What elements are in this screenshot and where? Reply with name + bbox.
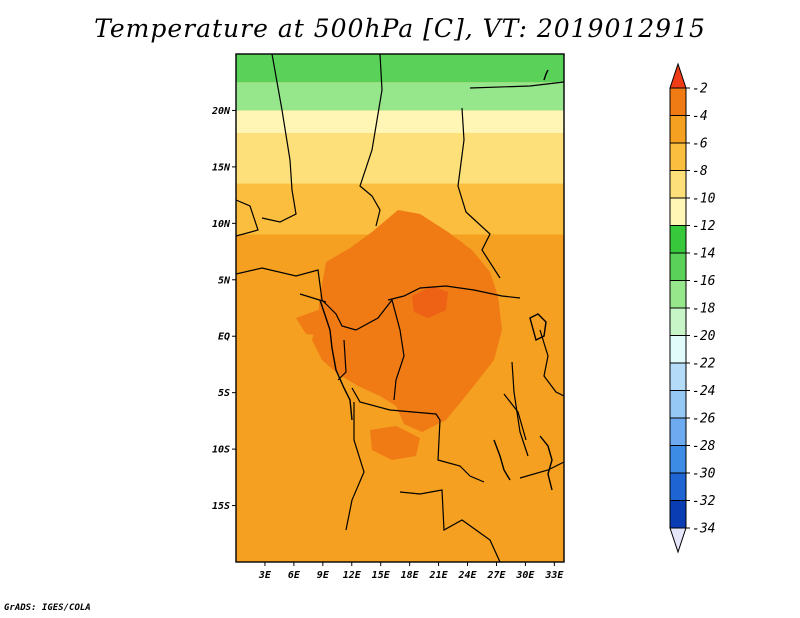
colorbar-swatch <box>669 390 687 419</box>
colorbar-label: -10 <box>692 192 716 207</box>
colorbar-swatch <box>669 170 687 199</box>
colorbar-label: -14 <box>692 247 715 262</box>
band-2 <box>236 110 564 134</box>
colorbar-label: -16 <box>692 274 716 289</box>
colorbar-label: -26 <box>692 412 716 427</box>
lon-tick-label: 18E <box>401 570 420 581</box>
lon-tick-label: 30E <box>515 570 535 581</box>
lon-tick-label: 24E <box>457 570 477 581</box>
colorbar-label: -2 <box>692 82 708 97</box>
colorbar-swatch <box>669 500 687 529</box>
colorbar-label: -22 <box>692 357 716 372</box>
lon-tick-label: 33E <box>544 570 564 581</box>
hottest-cell <box>412 286 448 318</box>
colorbar-swatch <box>669 252 687 281</box>
colorbar-swatch <box>669 335 687 364</box>
warm-core-south <box>370 426 420 460</box>
colorbar-swatch <box>669 115 687 144</box>
colorbar-label: -32 <box>692 494 716 509</box>
latitude-axis: 20N 15N 10N 5N EQ 5S 10S 15S <box>211 106 236 512</box>
colorbar-swatch <box>669 307 687 336</box>
colorbar-label: -8 <box>692 164 708 179</box>
colorbar-label: -34 <box>692 522 715 537</box>
map-frame <box>235 53 565 563</box>
longitude-axis: 3E 6E 9E 12E 15E 18E 21E 24E 27E 30E 33E <box>258 562 564 581</box>
chart-title: Temperature at 500hPa [C], VT: 201901291… <box>94 14 706 43</box>
colorbar-swatch <box>669 472 687 501</box>
lat-tick-label: 15N <box>212 162 231 173</box>
colorbar-label: -30 <box>692 467 716 482</box>
colorbar-swatch <box>669 142 687 171</box>
colorbar-label: -28 <box>692 439 716 454</box>
lon-tick-label: 9E <box>317 570 330 581</box>
lon-tick-label: 21E <box>429 570 449 581</box>
band-0 <box>236 54 564 83</box>
colorbar-swatch <box>669 197 687 226</box>
lat-tick-label: 5S <box>218 388 230 399</box>
lat-tick-label: 10N <box>212 219 231 230</box>
lat-tick-label: 20N <box>211 106 231 117</box>
coastlines <box>319 69 553 491</box>
country-borders <box>236 54 564 562</box>
colorbar-label: -24 <box>692 384 715 399</box>
colorbar-label: -20 <box>692 329 716 344</box>
colorbar-top-arrow <box>669 62 687 89</box>
credit-label: GrADS: IGES/COLA <box>4 603 91 613</box>
colorbar-swatch <box>669 417 687 446</box>
lat-tick-label: 15S <box>212 501 230 512</box>
lat-tick-label: 10S <box>212 445 230 456</box>
colorbar-label: -18 <box>692 302 716 317</box>
lon-tick-label: 3E <box>258 570 272 581</box>
colorbar-swatch <box>669 280 687 309</box>
warm-core-region <box>312 210 502 432</box>
colorbar-label: -6 <box>692 137 708 152</box>
colorbar-label: -12 <box>692 219 716 234</box>
colorbar-swatch <box>669 362 687 391</box>
colorbar: -2 -4 -6 -8 -10 -12 -14 -16 -18 -20 -22 -24 -26 -28 -3… <box>669 62 716 554</box>
lon-tick-label: 12E <box>343 570 362 581</box>
lat-tick-label: EQ <box>218 332 230 343</box>
colorbar-label: -4 <box>692 109 708 124</box>
band-3 <box>236 133 564 184</box>
colorbar-bottom-arrow <box>669 527 687 554</box>
lon-tick-label: 15E <box>372 570 391 581</box>
warm-core-west <box>296 310 332 336</box>
lat-tick-label: 5N <box>218 275 231 286</box>
lon-tick-label: 27E <box>486 570 506 581</box>
colorbar-swatch <box>669 87 687 116</box>
lon-tick-label: 6E <box>288 570 301 581</box>
colorbar-swatch <box>669 225 687 254</box>
colorbar-swatch <box>669 445 687 474</box>
